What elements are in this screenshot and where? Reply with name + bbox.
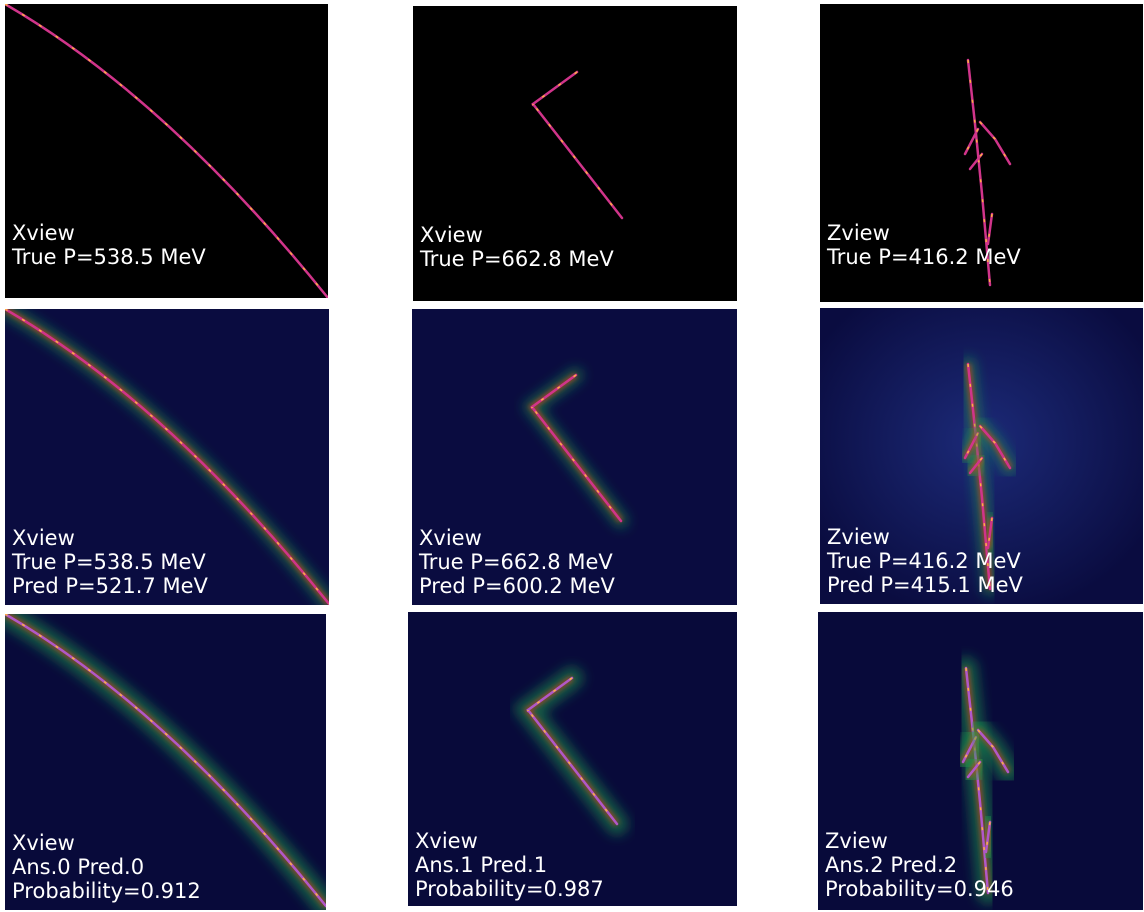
- panel-label: Ans.0 Pred.0: [12, 855, 144, 879]
- figure: XviewTrue P=538.5 MeVXviewTrue P=662.8 M…: [0, 0, 1144, 912]
- panel-label: True P=416.2 MeV: [826, 245, 1021, 269]
- panel-label: True P=662.8 MeV: [419, 247, 614, 271]
- panel-label: Zview: [827, 221, 890, 245]
- panel-label: Probability=0.946: [825, 877, 1014, 901]
- panel-label: Xview: [12, 221, 75, 245]
- panel-label: True P=416.2 MeV: [826, 549, 1021, 573]
- panel-label: Ans.1 Pred.1: [415, 853, 547, 877]
- panel-label: Xview: [420, 223, 483, 247]
- panel-label: Probability=0.987: [415, 877, 604, 901]
- panel-label: Pred P=415.1 MeV: [827, 573, 1023, 597]
- panel-label: True P=662.8 MeV: [418, 550, 613, 574]
- panel-label: Zview: [827, 525, 890, 549]
- panel-label: Probability=0.912: [12, 879, 201, 903]
- panel-label: Ans.2 Pred.2: [825, 853, 957, 877]
- panel-label: True P=538.5 MeV: [11, 245, 206, 269]
- panel-label: Zview: [825, 829, 888, 853]
- panel-label: Xview: [12, 831, 75, 855]
- panel-label: Pred P=521.7 MeV: [12, 574, 208, 598]
- panel-label: Xview: [419, 526, 482, 550]
- panel-label: True P=538.5 MeV: [11, 550, 206, 574]
- panel-label: Pred P=600.2 MeV: [419, 574, 615, 598]
- panel-label: Xview: [12, 526, 75, 550]
- panel-label: Xview: [415, 829, 478, 853]
